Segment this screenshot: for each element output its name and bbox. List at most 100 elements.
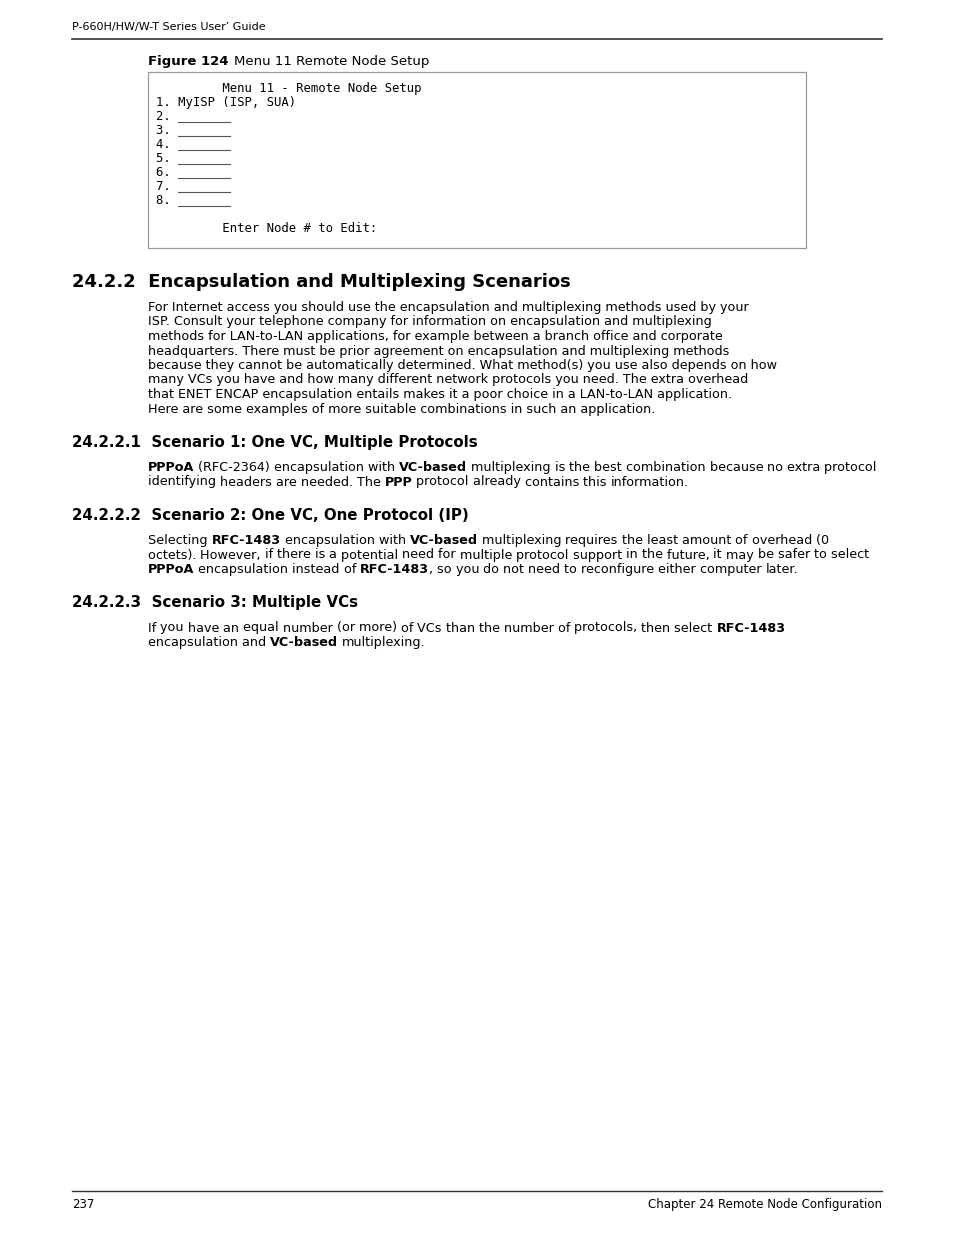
- Text: 4.: 4.: [156, 138, 178, 151]
- Text: later.: later.: [765, 563, 798, 576]
- Text: have: have: [188, 621, 223, 635]
- Text: need: need: [402, 548, 438, 562]
- Text: Chapter 24 Remote Node Configuration: Chapter 24 Remote Node Configuration: [647, 1198, 882, 1212]
- Text: this: this: [582, 475, 610, 489]
- Text: Enter Node # to Edit:: Enter Node # to Edit:: [156, 222, 376, 235]
- Text: a: a: [329, 548, 341, 562]
- Text: of: of: [400, 621, 416, 635]
- Text: VC-based: VC-based: [410, 534, 477, 547]
- Text: information.: information.: [610, 475, 688, 489]
- Text: octets).: octets).: [148, 548, 200, 562]
- Text: 8.: 8.: [156, 194, 178, 207]
- Text: protocol: protocol: [416, 475, 473, 489]
- Text: encapsulation: encapsulation: [274, 461, 368, 474]
- Text: multiplexing: multiplexing: [481, 534, 565, 547]
- Text: because they cannot be automatically determined. What method(s) you use also dep: because they cannot be automatically det…: [148, 359, 776, 372]
- Text: instead: instead: [292, 563, 343, 576]
- Text: because: because: [709, 461, 766, 474]
- Text: potential: potential: [341, 548, 402, 562]
- Text: is: is: [555, 461, 569, 474]
- Text: requires: requires: [565, 534, 621, 547]
- Text: the: the: [621, 534, 646, 547]
- Text: If: If: [148, 621, 160, 635]
- Text: headquarters. There must be prior agreement on encapsulation and multiplexing me: headquarters. There must be prior agreem…: [148, 345, 729, 357]
- Text: extra: extra: [786, 461, 823, 474]
- Text: encapsulation: encapsulation: [148, 636, 242, 650]
- Text: not: not: [503, 563, 528, 576]
- Text: either: either: [658, 563, 700, 576]
- Text: may: may: [725, 548, 757, 562]
- Text: you: you: [456, 563, 483, 576]
- Text: than: than: [445, 621, 478, 635]
- Text: protocol: protocol: [823, 461, 880, 474]
- Text: Here are some examples of more suitable combinations in such an application.: Here are some examples of more suitable …: [148, 403, 655, 415]
- Text: PPPoA: PPPoA: [148, 461, 194, 474]
- Text: support: support: [572, 548, 625, 562]
- Text: methods for LAN-to-LAN applications, for example between a branch office and cor: methods for LAN-to-LAN applications, for…: [148, 330, 722, 343]
- Text: many VCs you have and how many different network protocols you need. The extra o: many VCs you have and how many different…: [148, 373, 747, 387]
- Text: (0: (0: [815, 534, 832, 547]
- Text: so: so: [436, 563, 456, 576]
- Text: ,: ,: [429, 563, 436, 576]
- Text: no: no: [766, 461, 786, 474]
- Text: PPPoA: PPPoA: [148, 563, 194, 576]
- Text: are: are: [275, 475, 300, 489]
- Text: to: to: [564, 563, 580, 576]
- Text: encapsulation: encapsulation: [198, 563, 292, 576]
- Text: protocol: protocol: [516, 548, 572, 562]
- Text: with: with: [378, 534, 410, 547]
- Text: amount: amount: [681, 534, 735, 547]
- Text: then: then: [640, 621, 674, 635]
- Text: number: number: [282, 621, 336, 635]
- Text: PPP: PPP: [384, 475, 412, 489]
- Text: ISP. Consult your telephone company for information on encapsulation and multipl: ISP. Consult your telephone company for …: [148, 315, 711, 329]
- Text: 6.: 6.: [156, 165, 178, 179]
- Text: be: be: [757, 548, 777, 562]
- Text: needed.: needed.: [300, 475, 356, 489]
- Text: RFC-1483: RFC-1483: [359, 563, 429, 576]
- Text: (RFC-2364): (RFC-2364): [198, 461, 274, 474]
- Text: combination: combination: [625, 461, 709, 474]
- Text: RFC-1483: RFC-1483: [212, 534, 280, 547]
- Text: (or: (or: [336, 621, 358, 635]
- Text: multiplexing: multiplexing: [471, 461, 555, 474]
- Text: best: best: [594, 461, 625, 474]
- Text: RFC-1483: RFC-1483: [716, 621, 785, 635]
- Text: is: is: [314, 548, 329, 562]
- Text: multiplexing.: multiplexing.: [342, 636, 425, 650]
- Text: 24.2.2.1  Scenario 1: One VC, Multiple Protocols: 24.2.2.1 Scenario 1: One VC, Multiple Pr…: [71, 435, 477, 450]
- Text: need: need: [528, 563, 564, 576]
- Text: computer: computer: [700, 563, 765, 576]
- Text: VCs: VCs: [416, 621, 445, 635]
- Text: an: an: [223, 621, 243, 635]
- Text: However,: However,: [200, 548, 265, 562]
- Text: future,: future,: [666, 548, 713, 562]
- Text: contains: contains: [524, 475, 582, 489]
- Text: 237: 237: [71, 1198, 94, 1212]
- Text: with: with: [368, 461, 399, 474]
- Text: least: least: [646, 534, 681, 547]
- Text: Menu 11 Remote Node Setup: Menu 11 Remote Node Setup: [234, 56, 430, 68]
- Text: more): more): [358, 621, 400, 635]
- Text: VC-based: VC-based: [399, 461, 467, 474]
- Text: do: do: [483, 563, 503, 576]
- Text: you: you: [160, 621, 188, 635]
- Text: the: the: [641, 548, 666, 562]
- Text: number: number: [503, 621, 558, 635]
- Text: overhead: overhead: [751, 534, 815, 547]
- Text: 5.: 5.: [156, 152, 178, 165]
- Text: if: if: [265, 548, 276, 562]
- Text: select: select: [674, 621, 716, 635]
- Text: encapsulation: encapsulation: [284, 534, 378, 547]
- Text: protocols,: protocols,: [574, 621, 640, 635]
- Text: and: and: [242, 636, 270, 650]
- Text: The: The: [356, 475, 384, 489]
- Text: of: of: [343, 563, 359, 576]
- Text: multiple: multiple: [459, 548, 516, 562]
- Text: 7.: 7.: [156, 180, 178, 193]
- Text: VC-based: VC-based: [270, 636, 338, 650]
- Text: Menu 11 - Remote Node Setup: Menu 11 - Remote Node Setup: [156, 82, 421, 95]
- Text: select: select: [830, 548, 872, 562]
- Text: Selecting: Selecting: [148, 534, 212, 547]
- FancyBboxPatch shape: [148, 72, 805, 248]
